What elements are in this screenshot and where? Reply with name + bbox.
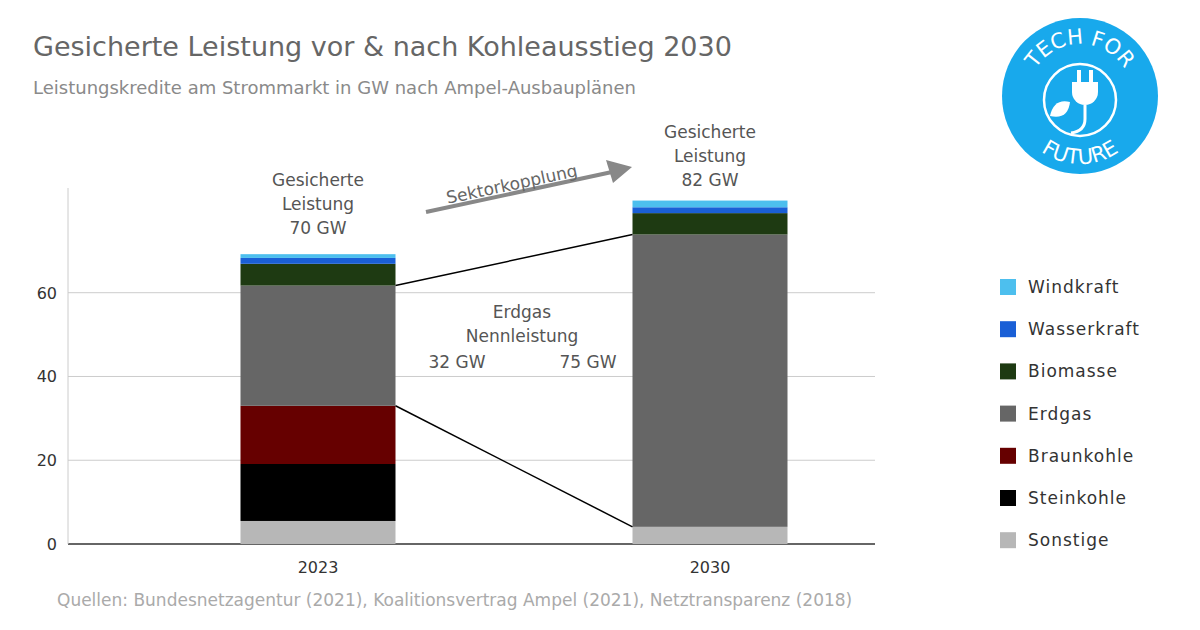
chart-container: Gesicherte Leistung vor & nach Kohleauss… [0,0,1200,630]
background [0,0,1200,630]
legend-label: Biomasse [1028,361,1118,381]
connector-line [396,406,633,527]
logo-circle [1002,18,1158,174]
bar-segment [241,521,396,544]
annotation: Gesicherte [664,122,756,142]
bar-segment [633,207,788,213]
y-tick-label: 40 [37,367,57,386]
chart-svg: Gesicherte Leistung vor & nach Kohleauss… [0,0,1200,630]
legend-swatch [1000,279,1016,295]
legend-swatch [1000,406,1016,422]
legend-swatch [1000,363,1016,379]
annotation: 70 GW [289,218,346,238]
annotation: Sektorkopplung [444,160,579,207]
x-tick-label: 2030 [690,558,731,577]
legend-swatch [1000,321,1016,337]
y-tick-label: 60 [37,284,57,303]
annotation: Leistung [282,194,354,214]
arrow-head [606,160,632,183]
legend-label: Steinkohle [1028,488,1127,508]
logo-plug-cable [1071,105,1085,133]
bar-segment [241,406,396,464]
legend-label: Windkraft [1028,277,1119,297]
legend-label: Erdgas [1028,404,1092,424]
bars-group [241,201,788,544]
annotation: 82 GW [681,170,738,190]
bar-segment [633,234,788,526]
annotation: Leistung [674,146,746,166]
annotation: Gesicherte [272,170,364,190]
logo-ring [1044,64,1116,136]
x-tick-label: 2023 [298,558,339,577]
logo-plug-prong [1077,70,1081,82]
bar-segment [241,254,396,258]
source: Quellen: Bundesnetzagentur (2021), Koali… [57,590,852,610]
logo-plug-prong [1089,70,1093,82]
annotation: 75 GW [559,352,616,372]
legend-swatch [1000,448,1016,464]
annotation: Nennleistung [466,326,579,346]
subtitle: Leistungskredite am Strommarkt in GW nac… [33,77,636,98]
bar-segment [241,286,396,406]
logo-text-path: TECH FOR [1020,25,1140,73]
legend-label: Sonstige [1028,530,1109,550]
y-tick-label: 20 [37,451,57,470]
annotation: 32 GW [428,352,485,372]
logo-text: TECH FOR [1020,25,1140,73]
bar-segment [633,201,788,208]
y-tick-label: 0 [47,535,57,554]
logo-text-path: FUTURE [1038,135,1122,169]
bar-segment [241,264,396,286]
annotation: Erdgas [493,302,551,322]
legend-label: Wasserkraft [1028,319,1140,339]
y-axis-line [68,188,69,544]
logo-leaf [1050,101,1070,116]
connector-line [396,234,633,285]
bar-segment [633,527,788,544]
title: Gesicherte Leistung vor & nach Kohleauss… [33,31,732,62]
bar-segment [633,213,788,234]
logo: TECH FOR FUTURE [1002,18,1158,174]
legend-swatch [1000,532,1016,548]
logo-plug-body [1072,82,1098,105]
legend-label: Braunkohle [1028,446,1134,466]
bar-segment [241,258,396,264]
legend-swatch [1000,490,1016,506]
logo-text: FUTURE [1038,135,1122,169]
bar-segment [241,464,396,521]
